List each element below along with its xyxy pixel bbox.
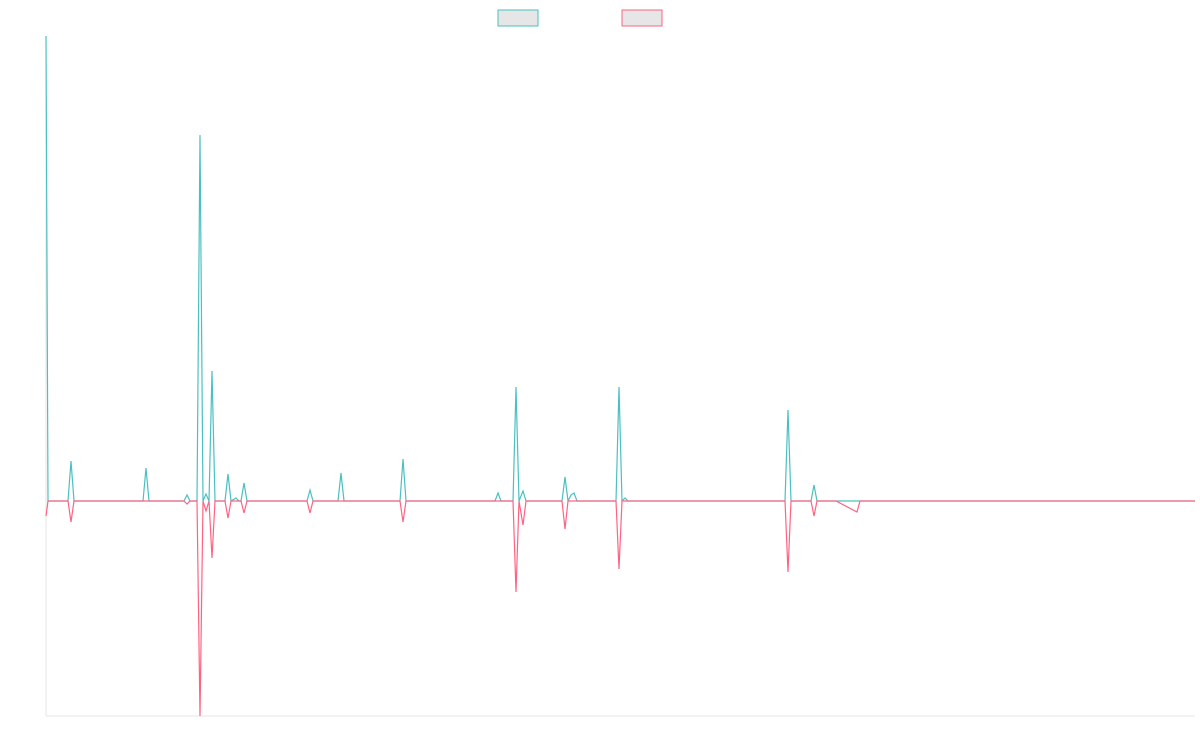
legend-swatch[interactable] xyxy=(621,9,663,27)
data-line xyxy=(45,35,1195,504)
data-line xyxy=(45,500,1195,717)
legend-swatch[interactable] xyxy=(497,9,539,27)
